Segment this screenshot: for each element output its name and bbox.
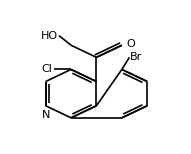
Text: O: O bbox=[127, 39, 135, 49]
Text: N: N bbox=[41, 110, 50, 120]
Text: HO: HO bbox=[41, 31, 58, 41]
Text: Cl: Cl bbox=[41, 64, 52, 74]
Text: Br: Br bbox=[130, 52, 143, 62]
